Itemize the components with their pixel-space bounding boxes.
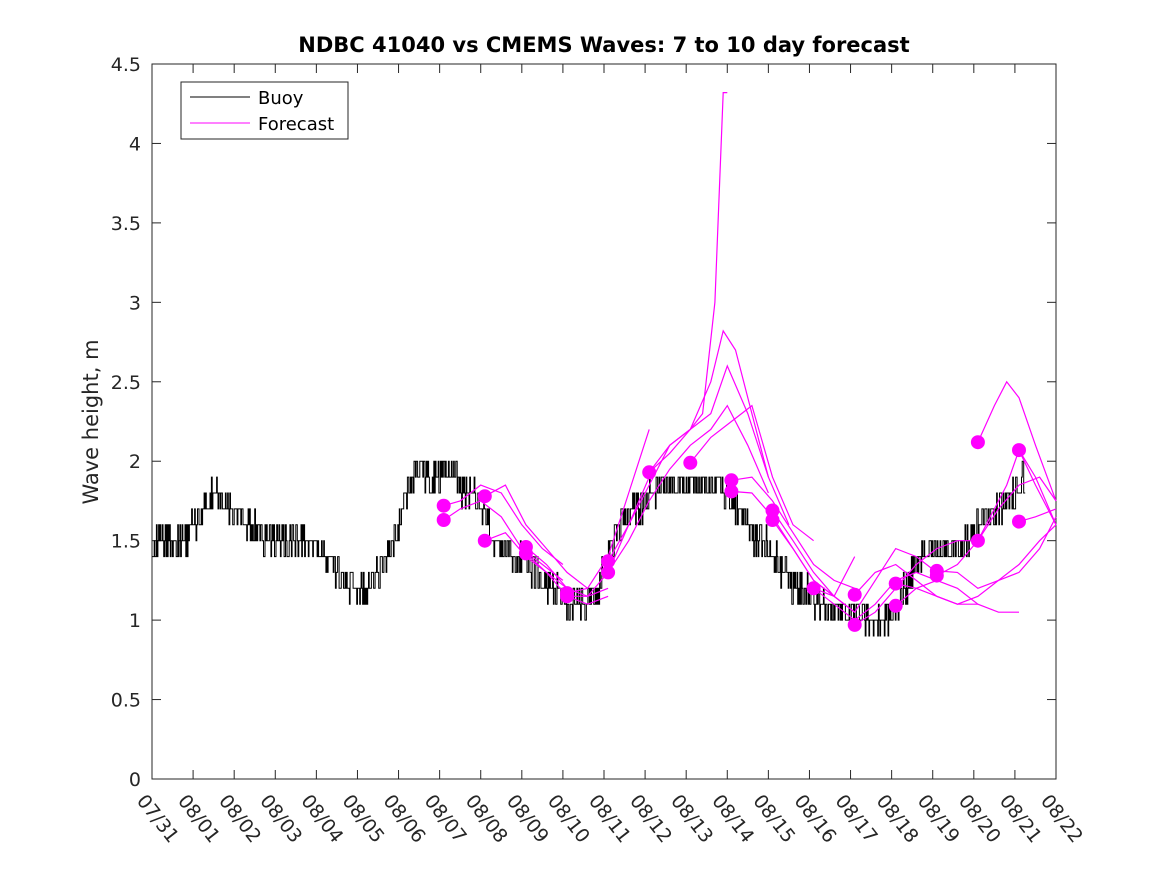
forecast-marker [929,568,944,583]
forecast-series-line [607,404,769,573]
forecast-series-line [854,540,978,626]
y-tick-label: 1 [129,610,141,632]
y-tick-label: 1.5 [111,531,141,553]
forecast-marker [847,587,862,602]
forecast-marker [436,513,451,527]
forecast-series-line [895,579,1019,613]
forecast-marker [724,473,739,488]
forecast-series-line [443,500,564,581]
forecast-series-line [813,571,938,621]
legend-forecast-label: Forecast [258,114,334,135]
forecast-marker [642,465,657,480]
y-tick-label: 2 [129,451,141,473]
forecast-series-line [648,329,790,526]
forecast-series-line [936,516,1057,589]
forecast-marker [765,513,780,527]
forecast-marker [683,455,698,470]
forecast-series-line [443,484,564,565]
forecast-marker [1012,443,1026,458]
forecast-series-line [731,476,855,589]
forecast-series-line [977,380,1057,502]
y-tick-label: 0 [129,769,141,791]
legend-box [180,81,349,140]
chart-title: NDBC 41040 vs CMEMS Waves: 7 to 10 day f… [298,33,909,57]
forecast-series-line [936,476,1057,577]
forecast-marker [724,484,739,499]
forecast-marker [888,598,903,613]
forecast-series-line [484,484,588,589]
forecast-series-line [895,524,1057,605]
forecast-series-line [648,91,728,473]
y-tick-label: 4 [129,133,141,155]
forecast-marker [518,546,533,561]
forecast-marker [436,498,451,513]
forecast-series-line [772,519,856,598]
y-tick-label: 0.5 [111,690,141,712]
y-tick-label: 3.5 [111,213,141,235]
y-axis-label: Wave height, m [79,339,103,504]
legend: Buoy Forecast [180,81,349,140]
forecast-marker [601,565,616,580]
forecast-marker [847,617,862,632]
forecast-marker [970,533,985,548]
legend-buoy-label: Buoy [258,88,304,109]
y-tick-label: 2.5 [111,372,141,394]
forecast-marker [1012,514,1026,529]
forecast-series-line [689,404,814,542]
forecast-marker [888,576,903,591]
forecast-marker-layer [436,435,1026,632]
forecast-series-line [977,448,1057,541]
y-tick-label: 4.5 [111,54,141,76]
forecast-marker [477,533,492,548]
forecast-series-line [813,547,938,614]
plot-area [151,63,1057,780]
forecast-series-line [1018,449,1057,526]
forecast-marker [477,489,492,504]
y-tick-label: 3 [129,292,141,314]
forecast-marker [601,554,616,569]
forecast-marker [560,589,574,604]
forecast-marker [806,581,821,596]
forecast-marker [970,435,985,450]
